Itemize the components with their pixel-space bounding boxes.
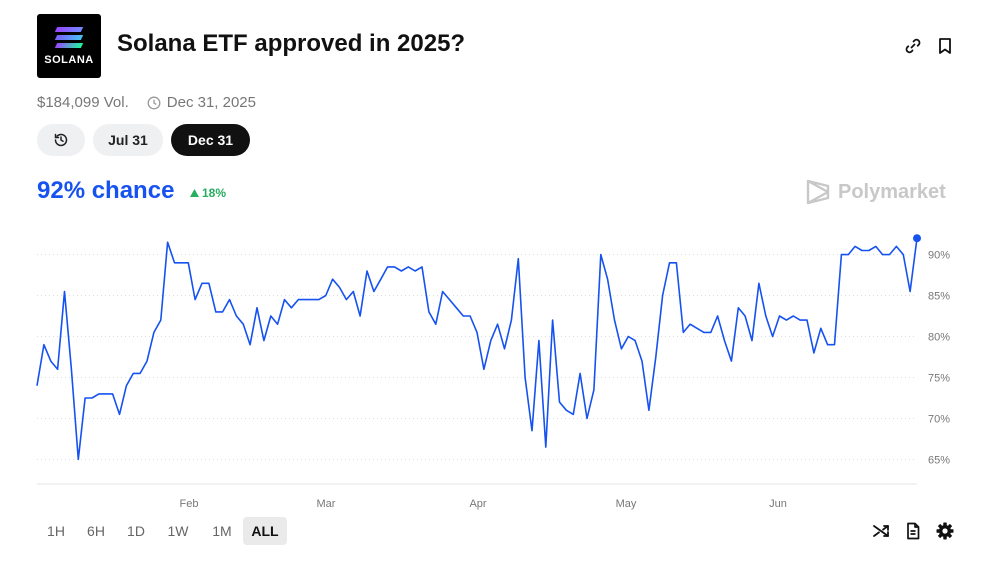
current-value-dot bbox=[913, 234, 921, 243]
y-tick-label: 85% bbox=[928, 291, 950, 303]
range-1m[interactable]: 1M bbox=[212, 523, 232, 539]
logo-text: SOLANA bbox=[44, 53, 94, 66]
polymarket-watermark: Polymarket bbox=[806, 178, 946, 206]
chance-text: 92% chance bbox=[37, 177, 175, 204]
probability-chart[interactable]: Feb Mar Apr May Jun 90% 85% 80% 75% 70% 65% bbox=[0, 230, 990, 512]
probability-line bbox=[36, 238, 918, 461]
x-tick-label: May bbox=[616, 498, 637, 510]
y-tick-label: 80% bbox=[928, 332, 950, 344]
solana-logo-icon bbox=[54, 26, 84, 48]
history-icon bbox=[53, 132, 69, 148]
market-title: Solana ETF approved in 2025? bbox=[117, 30, 466, 57]
shuffle-icon[interactable] bbox=[871, 521, 891, 541]
range-1w[interactable]: 1W bbox=[167, 523, 189, 539]
market-logo: SOLANA bbox=[37, 14, 101, 78]
bookmark-icon[interactable] bbox=[935, 36, 955, 56]
settings-icon[interactable] bbox=[935, 521, 955, 541]
market-meta: $184,099 Vol. Dec 31, 2025 bbox=[37, 94, 256, 111]
clock-icon bbox=[147, 96, 161, 110]
y-tick-label: 70% bbox=[928, 413, 950, 425]
tab-jul-31[interactable]: Jul 31 bbox=[93, 124, 163, 156]
x-tick-label: Mar bbox=[317, 498, 336, 510]
range-1d[interactable]: 1D bbox=[127, 523, 145, 539]
y-tick-label: 65% bbox=[928, 454, 950, 466]
polymarket-logo-icon bbox=[806, 178, 830, 206]
tab-dec-31[interactable]: Dec 31 bbox=[171, 124, 250, 156]
triangle-up-icon bbox=[190, 189, 199, 197]
x-tick-label: Apr bbox=[469, 498, 486, 510]
end-date-text: Dec 31, 2025 bbox=[166, 94, 256, 111]
link-icon[interactable] bbox=[903, 36, 923, 56]
delta-badge: 18% bbox=[190, 186, 226, 200]
document-icon[interactable] bbox=[903, 521, 923, 541]
brand-name: Polymarket bbox=[838, 180, 946, 203]
y-tick-label: 90% bbox=[928, 250, 950, 262]
y-tick-label: 75% bbox=[928, 372, 950, 384]
range-6h[interactable]: 6H bbox=[87, 523, 105, 539]
history-button[interactable] bbox=[37, 124, 85, 156]
range-1h[interactable]: 1H bbox=[47, 523, 65, 539]
volume-text: $184,099 Vol. bbox=[37, 94, 129, 111]
x-tick-label: Jun bbox=[769, 498, 787, 510]
delta-value: 18% bbox=[202, 186, 227, 200]
x-tick-label: Feb bbox=[180, 498, 199, 510]
range-all[interactable]: ALL bbox=[243, 517, 287, 545]
